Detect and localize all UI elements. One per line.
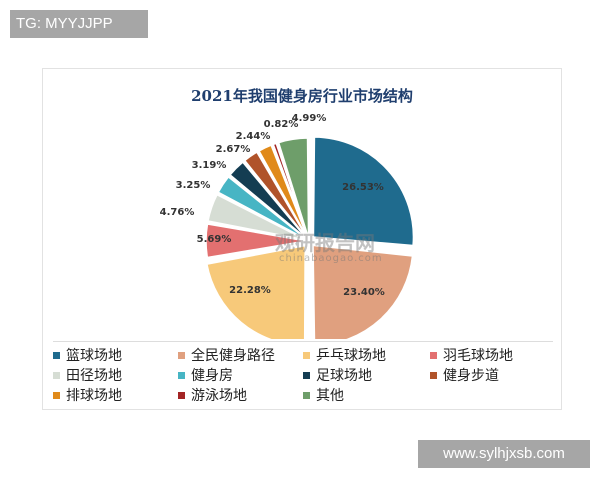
pie-slice-7 bbox=[243, 151, 308, 239]
legend-swatch bbox=[430, 351, 437, 359]
pie-slice-10 bbox=[277, 137, 310, 239]
watermark-url: chinabaogao.com bbox=[279, 253, 383, 264]
chart-title: 2021年我国健身房行业市场结构 bbox=[191, 87, 413, 105]
legend-item: 健身房 bbox=[178, 366, 303, 384]
legend-swatch bbox=[178, 391, 185, 399]
data-label: 22.28% bbox=[229, 285, 271, 296]
data-label: 4.99% bbox=[292, 113, 327, 124]
legend-swatch bbox=[303, 351, 310, 359]
data-label: 23.40% bbox=[343, 287, 385, 298]
legend-item: 足球场地 bbox=[303, 366, 430, 384]
legend-item: 游泳场地 bbox=[178, 386, 303, 404]
legend-item: 健身步道 bbox=[430, 366, 553, 384]
legend-item: 乒乓球场地 bbox=[303, 346, 430, 364]
legend-label: 足球场地 bbox=[316, 368, 372, 384]
legend-swatch bbox=[430, 371, 437, 379]
data-label: 3.25% bbox=[176, 180, 211, 191]
watermark-logo: 观研报告网 bbox=[275, 231, 375, 255]
pie-slice-3 bbox=[205, 223, 307, 259]
pie-slice-4 bbox=[207, 193, 307, 241]
pie-chart: 26.53% 23.40% 22.28% 5.69% 4.76% 3.25% 3.19% 2.… bbox=[160, 113, 415, 339]
legend-swatch bbox=[303, 391, 310, 399]
site-label: www.sylhjxsb.com bbox=[418, 440, 590, 468]
pie-slice-9 bbox=[272, 142, 309, 239]
data-label: 5.69% bbox=[197, 234, 232, 245]
legend-item: 羽毛球场地 bbox=[430, 346, 553, 364]
legend-item: 排球场地 bbox=[53, 386, 178, 404]
legend-label: 羽毛球场地 bbox=[443, 348, 513, 364]
legend-label: 乒乓球场地 bbox=[316, 348, 386, 364]
tag-label: TG: MYYJJPP bbox=[10, 10, 148, 38]
pie-slice-1 bbox=[312, 244, 414, 339]
pie-slice-2 bbox=[206, 244, 306, 339]
legend-label: 游泳场地 bbox=[191, 388, 247, 404]
pie-slice-0 bbox=[312, 136, 415, 247]
legend-swatch bbox=[53, 391, 60, 399]
legend-label: 其他 bbox=[316, 388, 344, 404]
data-label: 4.76% bbox=[160, 207, 195, 218]
chart-panel: 2021年我国健身房行业市场结构 26.53% 23.40% 22.28% 5.69%… bbox=[42, 68, 562, 410]
data-label: 26.53% bbox=[342, 182, 384, 193]
legend-swatch bbox=[178, 351, 185, 359]
legend-swatch bbox=[53, 351, 60, 359]
legend-label: 全民健身路径 bbox=[191, 348, 275, 364]
legend-label: 田径场地 bbox=[66, 368, 122, 384]
data-label: 0.82% bbox=[264, 119, 299, 130]
legend-item: 田径场地 bbox=[53, 366, 178, 384]
legend-swatch bbox=[303, 371, 310, 379]
pie-slice-8 bbox=[258, 144, 309, 239]
legend-item: 篮球场地 bbox=[53, 346, 178, 364]
legend-swatch bbox=[53, 371, 60, 379]
pie-slice-5 bbox=[217, 175, 307, 241]
legend-label: 排球场地 bbox=[66, 388, 122, 404]
legend-label: 健身步道 bbox=[443, 368, 499, 384]
legend-swatch bbox=[178, 371, 185, 379]
legend-item: 其他 bbox=[303, 386, 430, 404]
data-label: 3.19% bbox=[192, 160, 227, 171]
legend-item: 全民健身路径 bbox=[178, 346, 303, 364]
legend-label: 健身房 bbox=[191, 368, 233, 384]
data-label: 2.67% bbox=[216, 144, 251, 155]
data-label: 2.44% bbox=[236, 131, 271, 142]
pie-slice-6 bbox=[228, 161, 308, 240]
legend: 篮球场地 全民健身路径 乒乓球场地 羽毛球场地田径场地 健身房 足球场地 健身步道排球场地 游… bbox=[53, 341, 553, 404]
legend-label: 篮球场地 bbox=[66, 348, 122, 364]
